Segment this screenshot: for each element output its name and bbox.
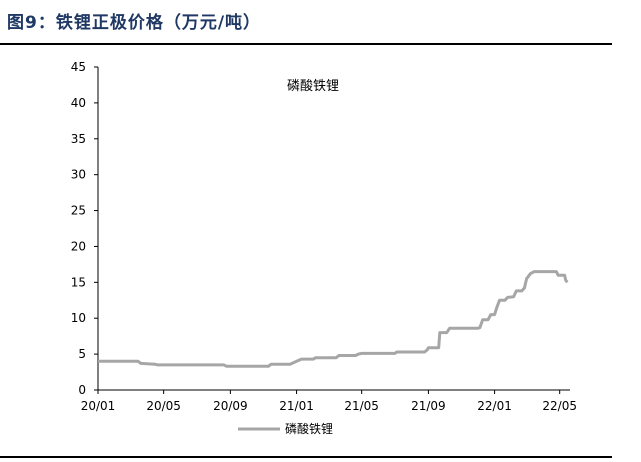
y-tick-label: 0 — [78, 383, 86, 397]
bottom-rule — [0, 456, 612, 458]
x-tick-label: 22/01 — [477, 399, 512, 413]
legend: 磷酸铁锂 — [238, 421, 333, 436]
series-line-0 — [98, 270, 569, 368]
x-tick-label: 21/05 — [344, 399, 379, 413]
x-tick-label: 21/01 — [279, 399, 314, 413]
y-tick-label: 10 — [71, 311, 86, 325]
x-tick-label: 20/09 — [213, 399, 248, 413]
y-tick-label: 30 — [71, 168, 86, 182]
figure-title: 图9：铁锂正极价格（万元/吨） — [7, 13, 262, 33]
x-axis: 20/01 20/05 20/09 21/01 21/05 21/09 22/01 22/05 — [81, 389, 577, 413]
y-tick-label: 35 — [71, 132, 86, 146]
x-tick-label: 20/01 — [81, 399, 116, 413]
y-tick-label: 40 — [71, 96, 86, 110]
y-tick-label: 20 — [71, 239, 86, 253]
x-tick-label: 22/05 — [542, 399, 577, 413]
title-rule — [0, 43, 612, 45]
y-tick-label: 25 — [71, 204, 86, 218]
legend-label: 磷酸铁锂 — [285, 421, 333, 436]
x-tick-label: 20/05 — [146, 399, 181, 413]
y-tick-label: 15 — [71, 275, 86, 289]
series-annotation: 磷酸铁锂 — [287, 79, 339, 94]
y-axis: 0 5 10 15 20 25 30 35 40 45 — [71, 60, 99, 397]
y-tick-label: 45 — [71, 60, 86, 74]
plot-area — [97, 270, 569, 368]
x-tick-label: 21/09 — [411, 399, 446, 413]
y-tick-label: 5 — [78, 347, 86, 361]
